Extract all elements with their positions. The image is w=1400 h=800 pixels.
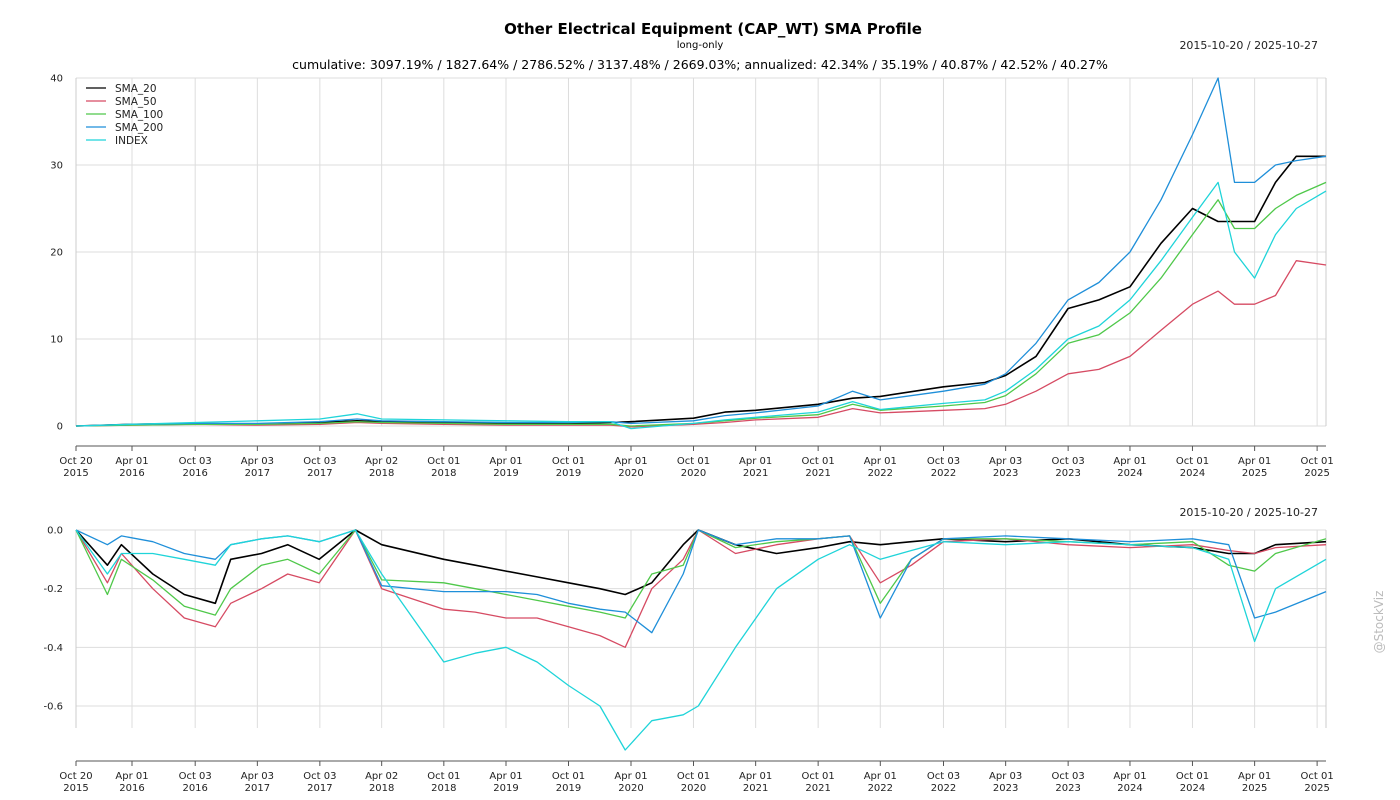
series-line-sma-200 [75,77,1327,427]
x-tick-label: Oct 01 2018 [427,456,460,479]
legend-label: SMA_20 [115,83,157,95]
x-tick-label: Apr 01 2020 [614,456,647,479]
series-line-index [75,181,1327,430]
x-tick-label: Oct 01 2025 [1301,771,1334,794]
series-line-sma-100 [75,181,1327,427]
x-tick-label: Apr 02 2018 [365,456,398,479]
x-tick-label: Oct 03 2017 [303,456,336,479]
x-tick-label: Oct 03 2022 [927,456,960,479]
y-tick-label: 30 [50,161,63,172]
x-tick-label: Oct 01 2018 [427,771,460,794]
x-tick-label: Apr 01 2022 [864,456,897,479]
x-tick-label: Apr 01 2024 [1113,771,1146,794]
series-line-sma-50 [75,529,1327,648]
x-tick-label: Apr 03 2017 [241,771,274,794]
top-date-range: 2015-10-20 / 2025-10-27 [1179,39,1318,52]
legend-label: SMA_200 [115,122,163,134]
x-tick-label: Apr 01 2025 [1238,456,1271,479]
x-tick-label: Apr 01 2016 [115,771,148,794]
y-tick-label: -0.2 [43,584,63,595]
series-line-sma-100 [75,529,1327,619]
x-tick-label: Apr 01 2019 [489,456,522,479]
x-tick-label: Oct 03 2023 [1052,771,1085,794]
drawdown-panel: 0.0 -0.2 -0.4 -0.6 Oct 20 2015 Apr 01 2016 Oct 0… [43,526,1333,795]
x-tick-label: Oct 01 2019 [552,456,585,479]
x-tick-label: Oct 03 2022 [927,771,960,794]
series-line-index [75,529,1327,751]
legend-label: SMA_50 [115,96,157,108]
chart-subtitle: long-only [677,40,724,51]
y-tick-label: 0.0 [47,526,63,537]
x-tick-label: Apr 01 2022 [864,771,897,794]
x-tick-label: Apr 03 2017 [241,456,274,479]
x-tick-label: Oct 20 2015 [59,456,92,479]
x-tick-label: Apr 01 2019 [489,771,522,794]
x-tick-label: Apr 01 2016 [115,456,148,479]
x-tick-label: Apr 01 2021 [739,771,772,794]
x-tick-label: Oct 03 2016 [179,456,212,479]
performance-summary: cumulative: 3097.19% / 1827.64% / 2786.5… [292,57,1108,72]
x-tick-label: Apr 01 2024 [1113,456,1146,479]
x-tick-label: Apr 01 2025 [1238,771,1271,794]
y-tick-label: -0.6 [43,702,63,713]
x-tick-label: Apr 01 2021 [739,456,772,479]
y-tick-label: 10 [50,335,63,346]
x-tick-label: Oct 20 2015 [59,771,92,794]
y-tick-label: 0 [57,422,63,433]
x-tick-label: Apr 01 2020 [614,771,647,794]
watermark: @StockViz [1372,591,1386,654]
x-tick-label: Apr 03 2023 [989,456,1022,479]
x-tick-label: Oct 03 2017 [303,771,336,794]
x-tick-label: Oct 03 2016 [179,771,212,794]
y-tick-label: 40 [50,74,63,85]
x-tick-label: Oct 01 2019 [552,771,585,794]
x-tick-label: Oct 01 2025 [1301,456,1334,479]
bottom-date-range: 2015-10-20 / 2025-10-27 [1179,506,1318,519]
legend-label: SMA_100 [115,109,163,121]
y-tick-label: 20 [50,248,63,259]
x-tick-label: Apr 02 2018 [365,771,398,794]
x-tick-label: Oct 01 2020 [677,771,710,794]
cumulative-returns-panel: 0 10 20 30 40 Oct 20 2015 Apr 01 2016 Oct 03 2016 A… [50,74,1333,480]
series-line-sma-50 [75,260,1327,428]
x-tick-label: Oct 01 2020 [677,456,710,479]
x-tick-label: Oct 01 2024 [1176,456,1209,479]
x-tick-label: Oct 01 2024 [1176,771,1209,794]
x-tick-label: Oct 01 2021 [802,456,835,479]
x-tick-label: Oct 03 2023 [1052,456,1085,479]
series-line-sma-20 [75,155,1326,427]
chart-title: Other Electrical Equipment (CAP_WT) SMA … [504,20,922,38]
x-tick-label: Apr 03 2023 [989,771,1022,794]
legend-label: INDEX [115,135,148,147]
y-tick-label: -0.4 [43,643,63,654]
x-tick-label: Oct 01 2021 [802,771,835,794]
